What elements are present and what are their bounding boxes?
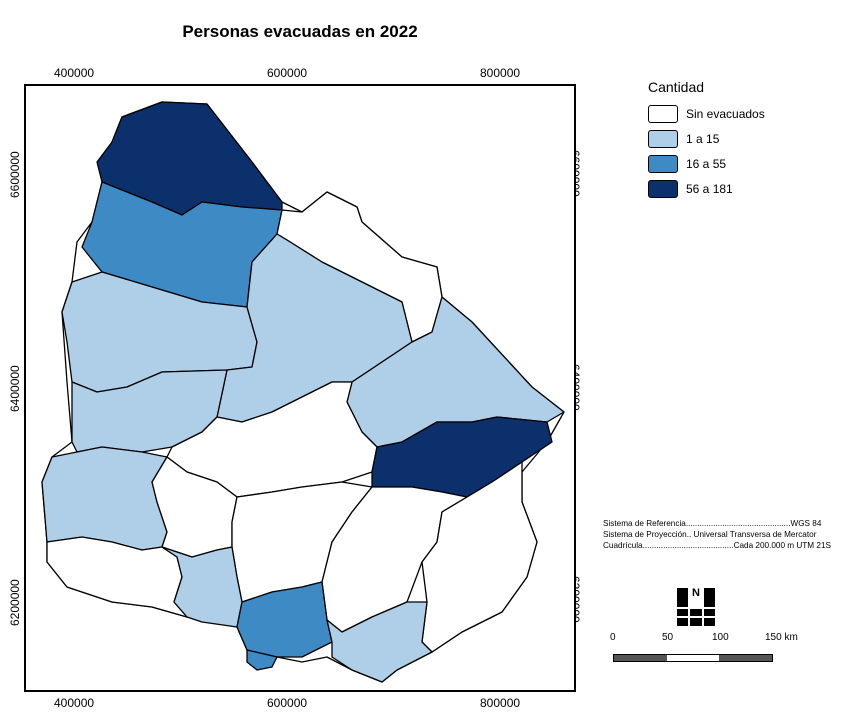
legend-item: Sin evacuados bbox=[648, 101, 765, 126]
north-label: N bbox=[690, 588, 702, 607]
legend: Cantidad Sin evacuados 1 a 15 16 a 55 56… bbox=[648, 79, 765, 201]
scale-segment bbox=[614, 655, 667, 661]
scale-segment bbox=[666, 655, 720, 661]
legend-item: 16 a 55 bbox=[648, 151, 765, 176]
legend-label: 56 a 181 bbox=[686, 181, 733, 196]
x-tick-bottom-1: 400000 bbox=[54, 696, 95, 710]
dept-maldonado bbox=[326, 601, 433, 683]
legend-swatch bbox=[648, 179, 678, 198]
map-title: Personas evacuadas en 2022 bbox=[182, 22, 418, 41]
x-tick-top-2: 600000 bbox=[267, 66, 308, 80]
y-tick-left-2: 6400000 bbox=[8, 365, 22, 412]
scale-label: 100 bbox=[712, 632, 729, 643]
dept-rocha bbox=[421, 461, 538, 653]
legend-item: 56 a 181 bbox=[648, 176, 765, 201]
y-tick-left-1: 6600000 bbox=[8, 151, 22, 198]
x-tick-bottom-2: 600000 bbox=[267, 696, 308, 710]
x-tick-top-1: 400000 bbox=[54, 66, 95, 80]
scale-segment bbox=[719, 655, 773, 661]
reference-system-info: Sistema de Referencia...................… bbox=[603, 518, 831, 551]
legend-swatch bbox=[648, 129, 678, 148]
north-arrow-icon: N bbox=[677, 588, 715, 626]
legend-label: 1 a 15 bbox=[686, 131, 720, 146]
scale-label: 150 km bbox=[765, 632, 798, 643]
uruguay-map bbox=[41, 101, 565, 683]
legend-swatch bbox=[648, 104, 678, 123]
y-tick-left-3: 6200000 bbox=[8, 579, 22, 626]
dept-montevideo bbox=[246, 649, 278, 671]
grid-line: Cuadrícula..............................… bbox=[603, 541, 831, 550]
legend-label: 16 a 55 bbox=[686, 156, 727, 171]
legend-label: Sin evacuados bbox=[686, 106, 765, 121]
scale-bar bbox=[613, 654, 773, 662]
scale-label: 50 bbox=[662, 632, 674, 643]
map-frame bbox=[24, 84, 576, 692]
legend-swatch bbox=[648, 154, 678, 173]
reference-line: Sistema de Referencia...................… bbox=[603, 519, 822, 528]
projection-line: Sistema de Proyección.. Universal Transv… bbox=[603, 530, 817, 539]
x-tick-bottom-3: 800000 bbox=[480, 696, 521, 710]
scale-label: 0 bbox=[610, 632, 616, 643]
dept-soriano bbox=[41, 446, 168, 551]
legend-item: 1 a 15 bbox=[648, 126, 765, 151]
legend-title: Cantidad bbox=[648, 79, 705, 95]
x-tick-top-3: 800000 bbox=[480, 66, 521, 80]
